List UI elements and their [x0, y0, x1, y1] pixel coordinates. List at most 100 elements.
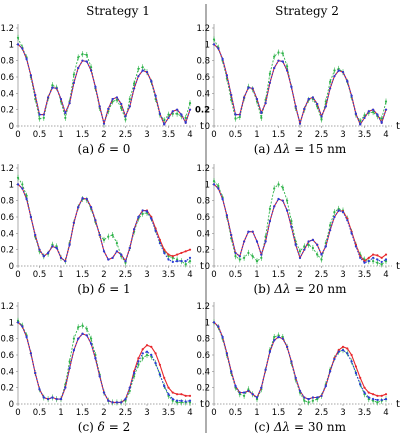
data-point — [376, 258, 379, 261]
data-point — [354, 371, 357, 375]
x-tick-label: 0.5 — [33, 270, 47, 280]
data-point — [333, 75, 336, 78]
x-tick-label: 3.5 — [162, 130, 176, 140]
data-point — [163, 119, 166, 122]
data-point — [329, 87, 332, 90]
data-point — [307, 243, 310, 246]
data-point — [298, 122, 302, 125]
chart-caption: (a) δ = 0 — [78, 142, 131, 156]
data-point — [268, 81, 271, 84]
x-tick-label: 2.5 — [119, 130, 133, 140]
data-point — [320, 115, 323, 118]
caption-rest: = 30 nm — [290, 420, 346, 434]
data-point — [16, 183, 20, 186]
data-point — [115, 250, 118, 253]
data-point — [77, 337, 80, 340]
data-point — [21, 325, 24, 328]
data-point — [120, 106, 123, 110]
data-point — [120, 401, 123, 404]
series-line-1 — [17, 183, 191, 263]
data-point — [264, 102, 267, 105]
data-point — [158, 373, 161, 376]
data-point — [55, 87, 58, 90]
data-point — [268, 350, 271, 353]
data-point — [247, 388, 250, 391]
y-tick-label: 1 — [9, 318, 14, 328]
y-tick-label: 0.4 — [196, 367, 210, 377]
data-point — [176, 112, 179, 115]
data-point — [180, 399, 183, 402]
data-point — [167, 258, 170, 261]
data-point — [367, 256, 370, 259]
data-point — [303, 399, 306, 402]
caption-prefix: (a) — [78, 142, 98, 156]
data-point — [221, 197, 224, 201]
data-point — [68, 360, 71, 363]
data-point — [16, 36, 20, 39]
x-tick-label: 4 — [383, 408, 388, 418]
data-point — [311, 246, 314, 250]
data-point — [294, 105, 297, 108]
caption-rest: = 20 nm — [291, 282, 347, 296]
y-tick-label: 0.8 — [0, 57, 14, 67]
data-point — [380, 394, 383, 397]
data-point — [354, 245, 357, 248]
data-point — [120, 253, 123, 256]
data-point — [176, 401, 179, 404]
data-point — [277, 59, 280, 62]
data-point — [251, 255, 254, 258]
data-point — [42, 113, 45, 116]
data-point — [42, 396, 45, 399]
data-point — [298, 250, 302, 253]
data-point — [81, 324, 84, 327]
y-tick-label: 0.6 — [196, 351, 210, 361]
series-line-0 — [213, 321, 387, 400]
data-point — [341, 211, 345, 214]
data-point — [154, 362, 157, 365]
data-point — [137, 75, 140, 78]
data-point — [90, 66, 93, 69]
data-point — [188, 394, 192, 397]
data-point — [329, 224, 332, 227]
data-point — [260, 111, 263, 115]
data-point — [384, 260, 388, 263]
x-tick-label: 3 — [340, 270, 345, 280]
data-point — [68, 102, 71, 105]
data-point — [16, 319, 20, 322]
data-point — [354, 112, 357, 115]
y-tick-label: 1 — [205, 318, 210, 328]
data-point — [286, 65, 289, 68]
y-tick-label: 0.8 — [196, 335, 210, 345]
data-point — [167, 255, 170, 258]
data-point — [90, 69, 93, 72]
x-tick-label: 1 — [254, 130, 259, 140]
y-tick-label: 0.2 — [0, 246, 14, 256]
data-point — [188, 248, 192, 251]
data-point — [38, 117, 41, 120]
data-point — [171, 256, 174, 259]
data-point — [176, 258, 179, 261]
data-point — [286, 69, 289, 72]
y-tick-label: 0 — [205, 400, 210, 410]
y-tick-label: 0.8 — [196, 57, 210, 67]
caption-rest: = 0 — [105, 142, 130, 156]
data-point — [290, 360, 293, 363]
data-point — [81, 59, 84, 62]
x-tick-label: 0.5 — [33, 408, 47, 418]
data-point — [324, 245, 327, 248]
x-tick-label: 1.5 — [76, 270, 90, 280]
data-point — [384, 100, 388, 103]
data-point — [34, 93, 37, 97]
data-point — [38, 113, 41, 116]
data-point — [111, 256, 114, 259]
data-point — [311, 396, 314, 399]
data-point — [180, 260, 183, 263]
y-tick-label: 0.8 — [0, 335, 14, 345]
data-point — [51, 86, 54, 89]
data-point — [329, 80, 332, 83]
data-point — [320, 394, 323, 397]
data-point — [376, 113, 379, 116]
data-point — [255, 240, 259, 243]
y-tick-label: 1 — [9, 180, 14, 190]
data-point — [234, 113, 237, 116]
